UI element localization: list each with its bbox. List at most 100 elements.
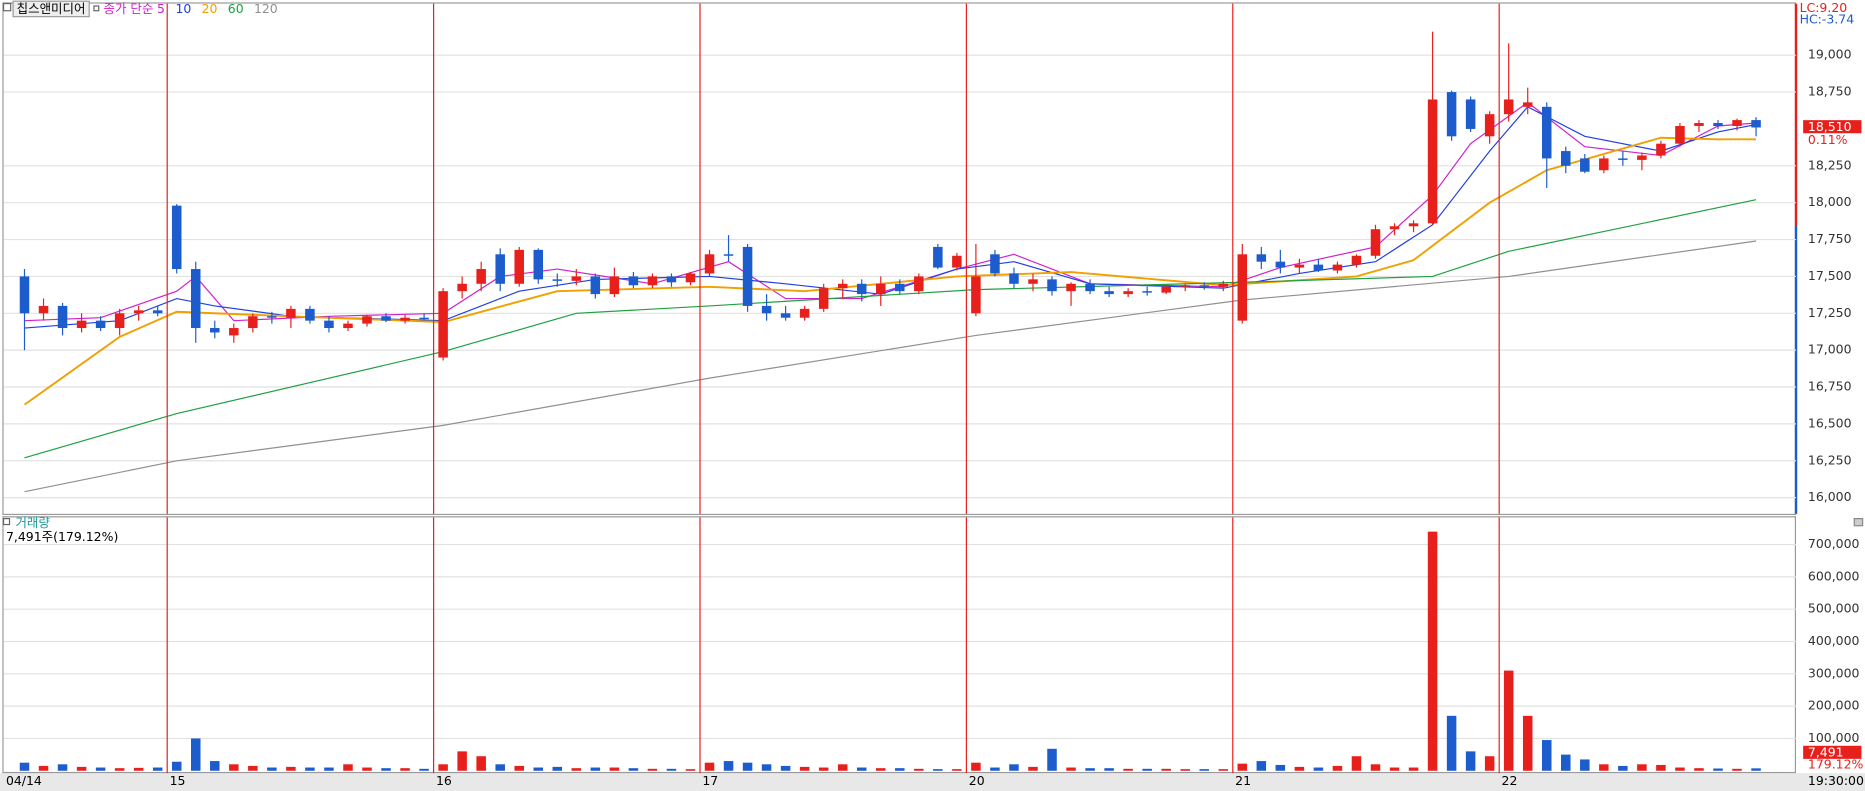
candle-body [742, 246, 753, 306]
candle-body [571, 276, 582, 281]
volume-bar [381, 768, 391, 771]
volume-bar [133, 767, 144, 771]
panel-button[interactable] [1853, 518, 1864, 527]
volume-bar [438, 764, 448, 771]
candle-body [1465, 99, 1476, 129]
candle-body [1351, 255, 1362, 265]
candle-body [933, 246, 943, 268]
y-tick-label: 17,250 [1808, 305, 1852, 320]
y-tick-label: 16,750 [1808, 379, 1852, 394]
candle-body [343, 323, 353, 329]
volume-bar [914, 768, 924, 771]
candle-body [419, 317, 429, 320]
candle-body [1370, 229, 1381, 256]
volume-bar [1237, 763, 1248, 771]
volume-bar [1085, 768, 1095, 771]
legend-entry: 20 [202, 1, 218, 16]
volume-bar [457, 751, 467, 771]
candle-body [1713, 123, 1723, 126]
candle-body [1313, 264, 1324, 271]
x-tick-label: 21 [1235, 773, 1251, 788]
candle-body [628, 276, 639, 286]
ma-line [24, 106, 1757, 329]
volume-bar [343, 764, 353, 771]
candle-body [1009, 273, 1019, 284]
volume-bar [990, 767, 1000, 771]
volume-bar [818, 767, 829, 771]
volume-title: 거래량 [15, 515, 50, 530]
volume-bar [1637, 764, 1647, 771]
volume-bar [666, 768, 677, 771]
volume-summary: 7,491주(179.12%) [6, 529, 118, 544]
candle-body [1085, 283, 1095, 292]
volume-bar [1408, 767, 1419, 771]
volume-bar [1541, 740, 1552, 771]
candle-body [210, 328, 220, 333]
x-axis-strip [0, 773, 1865, 791]
candle-body [876, 283, 886, 295]
volume-bar [95, 767, 106, 771]
candle-body [1637, 155, 1647, 160]
legend-entry: 60 [228, 1, 244, 16]
volume-bar [1561, 754, 1571, 771]
volume-bar [38, 765, 49, 771]
candle-body [1522, 102, 1533, 107]
volume-bar [1066, 767, 1076, 771]
title-box[interactable] [12, 0, 90, 18]
volume-bar [362, 767, 372, 771]
candle-body [647, 276, 658, 286]
volume-bar [400, 768, 410, 771]
volume-bar [152, 767, 163, 771]
price-tag [1803, 120, 1862, 134]
candle-body [381, 316, 391, 321]
candle-body [476, 269, 486, 284]
x-tick-label: 16 [436, 773, 452, 788]
candle-body [95, 320, 106, 329]
volume-panel [2, 516, 1797, 774]
volume-ratio: 179.12% [1808, 756, 1864, 771]
candle-body [666, 276, 677, 283]
candle-body [1123, 291, 1133, 295]
volume-bar [1484, 756, 1495, 771]
y-tick-label: 200,000 [1808, 698, 1860, 713]
volume-bar [1047, 748, 1057, 771]
volume-bar [1694, 768, 1704, 771]
candle-body [400, 317, 410, 321]
candle-body [133, 310, 144, 314]
candle-body [590, 276, 601, 295]
x-tick-label: 20 [969, 773, 985, 788]
candle-body [19, 276, 30, 314]
volume-bar [761, 764, 772, 771]
chart-title[interactable]: 칩스앤미디어 [17, 1, 86, 16]
candle-body [1427, 99, 1438, 224]
y-tick-label: 400,000 [1808, 633, 1860, 648]
volume-bar [571, 768, 582, 771]
volume-bar [248, 765, 258, 771]
candle-body [1104, 291, 1114, 295]
y-tick-label: 500,000 [1808, 601, 1860, 616]
volume-bar [1028, 766, 1038, 771]
volume-bar [1313, 767, 1324, 771]
volume-bar [1732, 768, 1742, 771]
volume-bar [1199, 769, 1209, 771]
y-tick-label: 17,000 [1808, 342, 1852, 357]
volume-bar [1656, 764, 1666, 771]
volume-bar [114, 768, 125, 771]
volume-bar [419, 768, 429, 771]
volume-bar [1713, 768, 1723, 771]
candle-body [495, 254, 505, 284]
x-tick-label: 15 [170, 773, 186, 788]
volume-bar [1256, 761, 1267, 771]
volume-bar [229, 764, 239, 771]
grid [3, 54, 1797, 740]
y-tick-label: 18,000 [1808, 194, 1852, 209]
y-tick-label: 19,000 [1808, 47, 1852, 62]
candle-body [952, 255, 962, 268]
candle-body [856, 283, 867, 295]
x-tick-label: 17 [702, 773, 718, 788]
candle-body [362, 316, 372, 324]
volume-bar [952, 769, 962, 771]
volume-bar [1599, 764, 1609, 771]
candle-body [990, 254, 1000, 274]
candle-body [190, 269, 201, 329]
